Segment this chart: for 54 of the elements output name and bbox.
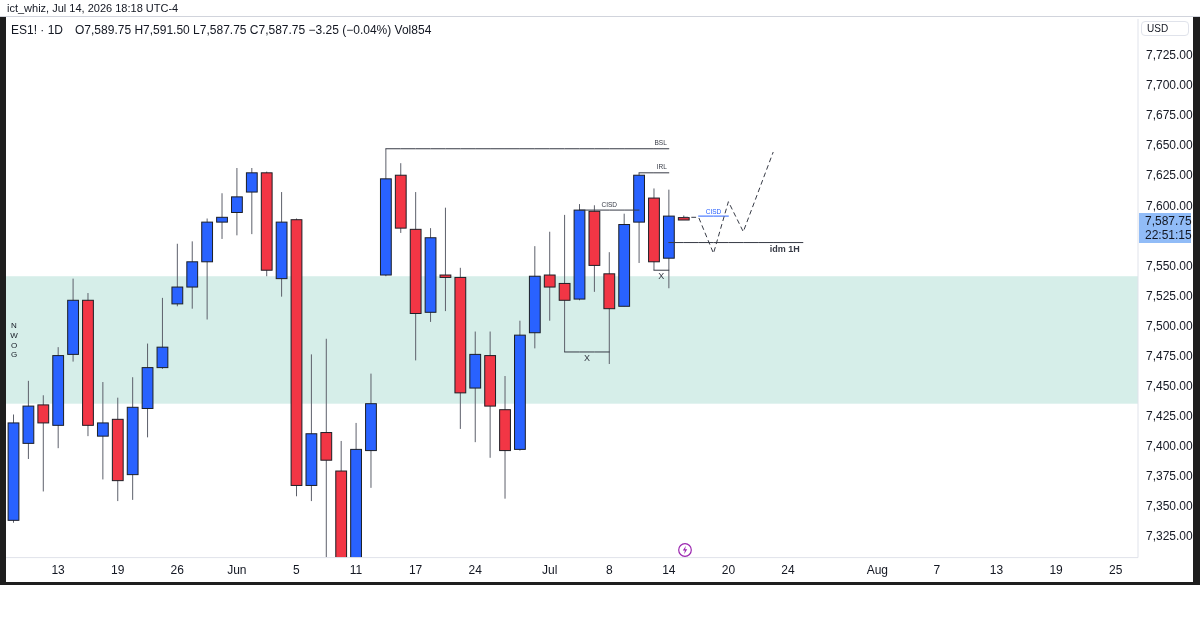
y-tick-label: 7,675.00 xyxy=(1146,108,1194,123)
y-axis-title: USD xyxy=(1147,23,1169,34)
y-tick-label: 7,625.00 xyxy=(1146,168,1194,183)
candlestick xyxy=(216,192,228,240)
x-tick-label: Aug xyxy=(866,563,889,578)
y-tick-label: 7,425.00 xyxy=(1146,408,1194,423)
y-tick-label: 7,450.00 xyxy=(1146,378,1194,393)
x-tick-label: 5 xyxy=(293,563,301,578)
x-tick-label: 14 xyxy=(662,563,676,578)
x-tick-label: Jun xyxy=(227,563,247,578)
candlestick xyxy=(37,394,50,492)
x-tick-label: 20 xyxy=(721,563,736,578)
x-tick-label: 19 xyxy=(111,563,125,578)
x-tick-label: 13 xyxy=(989,563,1004,578)
candlestick xyxy=(558,214,571,353)
y-tick-label: 7,400.00 xyxy=(1146,439,1194,454)
candlestick xyxy=(96,381,109,480)
text: 7,587.75 xyxy=(1145,213,1192,228)
x-tick-label: Jul xyxy=(541,563,558,578)
x-tick-label: 24 xyxy=(468,563,483,578)
candlestick xyxy=(231,167,243,236)
y-tick-label: 7,525.00 xyxy=(1146,288,1194,303)
chart-title: ES1! · 1D xyxy=(11,23,64,37)
text: ict_whiz, Jul 14, 2026 18:18 UTC-4 xyxy=(7,2,179,14)
candlestick xyxy=(171,243,184,307)
y-tick-label: 7,500.00 xyxy=(1146,318,1194,333)
x-tick-label: 13 xyxy=(51,563,66,578)
y-tick-label: 7,725.00 xyxy=(1146,48,1194,63)
band-label: NWOG xyxy=(10,321,19,360)
y-tick-label: 7,550.00 xyxy=(1146,258,1194,273)
chart-subtitle: O7,589.75 H7,591.50 L7,587.75 C7,587.75 −3.25 (−0.04%) Vol854 xyxy=(75,23,432,37)
y-tick-label: 7,650.00 xyxy=(1146,138,1194,153)
x-tick-label: 26 xyxy=(170,563,185,578)
x-tick-label: 24 xyxy=(781,563,795,578)
y-tick-label: 7,350.00 xyxy=(1146,499,1194,514)
x-tick-label: 7 xyxy=(933,563,941,578)
candlestick xyxy=(439,207,452,312)
candlestick xyxy=(543,231,556,322)
candlestick xyxy=(156,297,169,370)
x-tick-label: 19 xyxy=(1049,563,1064,578)
series-label: X xyxy=(658,271,665,282)
x-tick-label: 8 xyxy=(605,563,613,578)
y-tick-label: 7,475.00 xyxy=(1146,348,1194,363)
y-tick-label: 7,325.00 xyxy=(1146,529,1194,544)
candlestick xyxy=(245,167,258,235)
y-tick-label: 7,600.00 xyxy=(1146,198,1194,213)
y-tick-label: 7,375.00 xyxy=(1146,469,1194,484)
x-tick-label: 17 xyxy=(408,563,423,578)
series-label: X xyxy=(583,352,590,363)
x-tick-label: 11 xyxy=(349,563,363,578)
text: 22:51:15 xyxy=(1145,227,1192,242)
series-label: idm 1H xyxy=(769,244,800,255)
y-tick-label: 7,700.00 xyxy=(1146,78,1194,93)
x-tick-label: 25 xyxy=(1108,563,1123,578)
